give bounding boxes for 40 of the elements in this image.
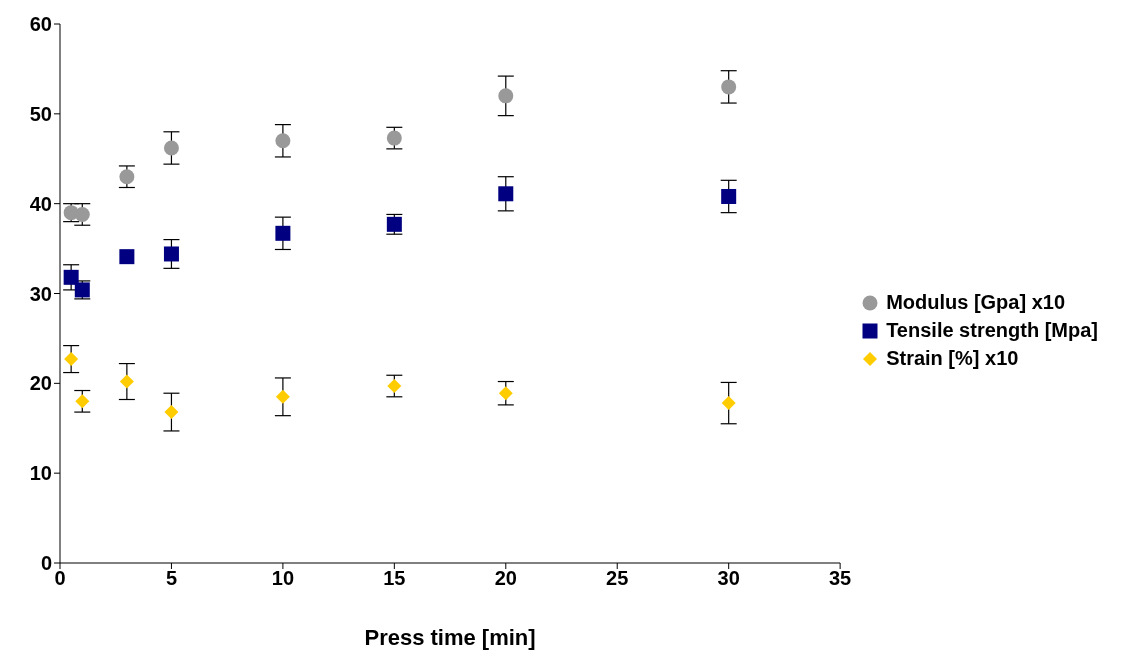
point: [721, 188, 737, 204]
y-tick-label: 40: [29, 192, 52, 215]
point: [64, 352, 79, 367]
point: [119, 374, 134, 389]
point: [386, 130, 402, 146]
point: [275, 389, 290, 404]
point: [275, 133, 291, 149]
point: [498, 88, 514, 104]
x-tick-label: 30: [717, 567, 740, 590]
x-tick-label: 10: [271, 567, 295, 590]
point: [275, 225, 291, 241]
y-tick-label: 50: [29, 102, 52, 125]
point: [119, 169, 135, 185]
point: [387, 379, 402, 394]
y-tick-label: 0: [40, 552, 52, 575]
point: [721, 396, 736, 411]
point: [119, 249, 135, 265]
point: [74, 206, 90, 222]
x-axis-title: Press time [min]: [364, 625, 536, 650]
point: [721, 79, 737, 95]
x-tick-label: 0: [54, 567, 66, 590]
point: [163, 246, 179, 262]
point: [498, 186, 514, 202]
point: [164, 405, 179, 420]
y-tick-label: 20: [29, 372, 52, 395]
point: [163, 140, 179, 156]
y-tick-label: 60: [29, 13, 52, 36]
y-tick-label: 10: [29, 462, 52, 485]
point: [498, 386, 513, 401]
legend-label: Modulus [Gpa] x10: [886, 291, 1066, 314]
x-tick-label: 20: [494, 567, 517, 590]
x-tick-label: 15: [383, 567, 406, 590]
x-tick-label: 25: [606, 567, 629, 590]
point: [75, 394, 90, 409]
x-tick-label: 5: [165, 567, 178, 590]
y-tick-label: 30: [29, 282, 52, 305]
point: [63, 269, 79, 285]
legend-label: Strain [%] x10: [886, 347, 1019, 370]
x-tick-label: 35: [829, 567, 852, 590]
legend-label: Tensile strength [Mpa]: [886, 319, 1098, 342]
